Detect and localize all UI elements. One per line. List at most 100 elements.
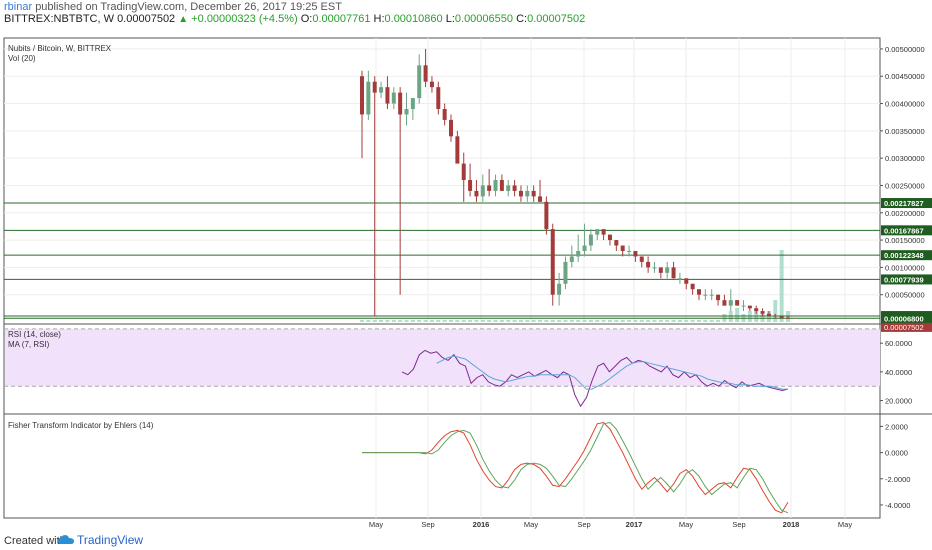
candle-body [538, 196, 543, 202]
chart-canvas[interactable]: 0.00500000 0.00450000 0.00400000 0.00350000… [0, 24, 932, 530]
volume-bar [550, 320, 555, 322]
candle-body [633, 251, 638, 257]
candle-body [703, 294, 708, 296]
volume-bar [512, 320, 517, 322]
candle-body [595, 229, 600, 235]
candle-body [468, 180, 473, 191]
publish-info: rbinar published on TradingView.com, Dec… [4, 1, 342, 13]
time-axis[interactable]: May Sep 2016 May Sep 2017 May Sep 2018 May [369, 520, 852, 529]
x-tick-label: May [679, 520, 693, 529]
candle-body [557, 283, 562, 295]
candle-body [461, 163, 466, 180]
candle-body [607, 234, 612, 241]
candle-body [639, 256, 644, 262]
volume-bar [754, 308, 759, 322]
candle-body [652, 267, 657, 269]
tradingview-brand[interactable]: TradingView [58, 533, 143, 547]
cloud-icon [58, 535, 74, 544]
candle-body [684, 278, 689, 284]
candle-body [563, 261, 568, 284]
rsi-label: RSI (14, close) [8, 330, 61, 339]
candle-body [410, 98, 415, 109]
level-badge [881, 313, 932, 324]
level-label: 0.00077939 [884, 275, 924, 284]
candle-body [499, 180, 504, 191]
level-label: 0.00167867 [884, 226, 924, 235]
candle-body [754, 308, 759, 312]
volume-bar [518, 320, 523, 322]
candle-body [506, 185, 511, 191]
close-value: 0.00007502 [527, 13, 586, 25]
candle-body [735, 300, 740, 306]
level-badge [881, 198, 932, 209]
rsi-pane[interactable]: 60.0000 40.0000 20.0000 RSI (14, close)MA (… [4, 328, 912, 408]
volume-bar [696, 320, 701, 322]
x-tick-label: 2016 [473, 520, 490, 529]
author-link[interactable]: rbinar [4, 1, 33, 13]
rsi-ma-line [436, 355, 788, 390]
low-label: L: [445, 13, 455, 25]
candle-body [544, 201, 549, 230]
volume-bar [410, 320, 415, 322]
chart-header: rbinar published on TradingView.com, Dec… [0, 0, 932, 25]
x-tick-label: 2018 [783, 520, 800, 529]
volume-bar [779, 250, 784, 322]
y-tick-label: 60.0000 [885, 339, 912, 348]
y-tick-label: 40.0000 [885, 368, 912, 377]
volume-bar [735, 308, 740, 322]
candle-body [550, 229, 555, 295]
candle-body [696, 289, 701, 295]
y-tick-label: 2.0000 [885, 422, 908, 431]
candle-body [716, 294, 721, 301]
volume-bar [525, 320, 530, 322]
price-pane[interactable]: 0.00500000 0.00450000 0.00400000 0.00350000… [4, 44, 932, 332]
volume-bar [506, 320, 511, 322]
footer: Created with TradingView [0, 530, 932, 550]
volume-bar [487, 320, 492, 322]
fisher-line [362, 421, 789, 514]
volume-bar [391, 320, 396, 322]
volume-bar [677, 320, 682, 322]
y-tick-label: 0.00100000 [885, 263, 925, 272]
volume-bar [665, 320, 670, 322]
candle-body [671, 267, 676, 279]
volume-bar [684, 320, 689, 322]
candle-body [531, 190, 536, 197]
candle-body [690, 283, 695, 290]
x-tick-label: May [524, 520, 538, 529]
volume-bar [773, 300, 778, 322]
volume-bar [423, 320, 428, 322]
low-value: 0.00006550 [454, 13, 514, 25]
fisher-label: Fisher Transform Indicator by Ehlers (14… [8, 421, 154, 430]
candle-body [366, 81, 371, 115]
candle-body [601, 229, 606, 235]
candle-body [722, 300, 727, 306]
volume-bar [474, 320, 479, 322]
candle-body [665, 267, 670, 273]
y-tick-label: -4.0000 [885, 501, 910, 510]
candle-body [728, 300, 733, 306]
candle-body [525, 190, 530, 197]
volume-bar [569, 320, 574, 322]
volume-bar [379, 320, 384, 322]
volume-bar [646, 320, 651, 322]
fisher-pane[interactable]: 2.0000 0.0000 -2.0000 -4.0000 Fisher Transfo… [8, 421, 910, 514]
volume-bar [531, 320, 536, 322]
candle-body [423, 65, 428, 82]
x-tick-label: Sep [577, 520, 590, 529]
candle-body [442, 109, 447, 120]
level-badge [881, 274, 932, 285]
volume-bar [398, 320, 403, 322]
y-tick-label: 0.00400000 [885, 100, 925, 109]
x-tick-label: May [369, 520, 383, 529]
ma-label: MA (7, RSI) [8, 340, 50, 349]
symbol-label: BITTREX:NBTBTC, W [4, 13, 114, 25]
y-tick-label: 0.00150000 [885, 236, 925, 245]
level-badge [881, 225, 932, 236]
price-change: +0.00000323 (+4.5%) [191, 13, 298, 25]
candle-body [620, 245, 625, 251]
candle-body [747, 305, 752, 309]
volume-bar [429, 320, 434, 322]
rsi-line [401, 349, 789, 408]
close-label: C: [516, 13, 528, 25]
